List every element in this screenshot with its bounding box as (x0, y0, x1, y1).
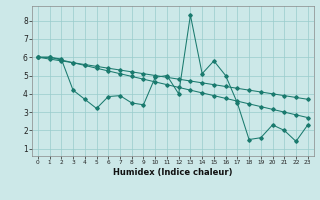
X-axis label: Humidex (Indice chaleur): Humidex (Indice chaleur) (113, 168, 233, 177)
